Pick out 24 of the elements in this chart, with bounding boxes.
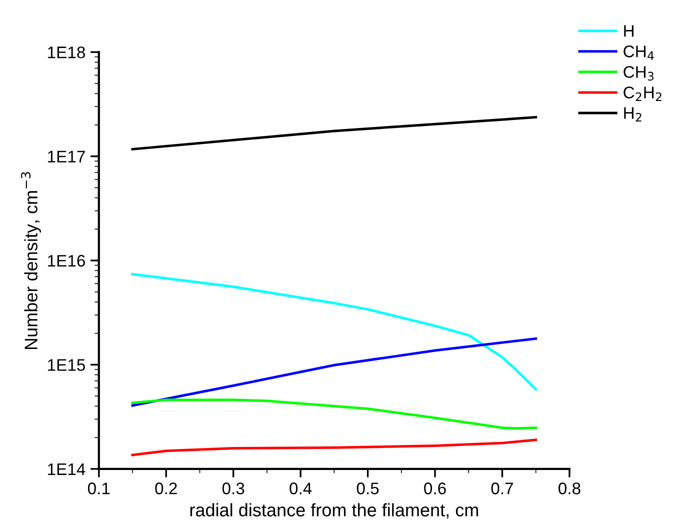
y-axis-title: Number density, cm$^{−3}$ — [20, 172, 42, 350]
x-tick-label: 0.7 — [491, 482, 513, 494]
y-tick-label: 1E17 — [48, 150, 85, 162]
x-tick-label: 0.5 — [356, 482, 379, 494]
legend-label: CH$_{3}$ — [624, 66, 654, 81]
y-tick-label: 1E15 — [48, 359, 85, 371]
x-tick-label: 0.4 — [290, 482, 312, 494]
line-series — [131, 438, 538, 456]
line-series — [131, 398, 538, 430]
x-tick-label: 0.3 — [222, 482, 244, 494]
x-tick-label: 0.8 — [558, 482, 580, 494]
legend-label: CH$_{4}$ — [624, 46, 654, 60]
line-series — [131, 337, 538, 407]
line-series — [131, 272, 538, 391]
legend-label: H — [624, 25, 634, 37]
legend-label: C$_{2}$H$_{2}$ — [624, 86, 662, 101]
x-tick-label: 0.6 — [424, 482, 446, 494]
x-axis-title: radial distance from the filament, cm — [190, 503, 478, 519]
y-tick-label: 1E14 — [48, 463, 86, 475]
y-tick-label: 1E18 — [48, 46, 85, 58]
y-tick-label: 1E16 — [48, 254, 85, 267]
x-tick-label: 0.2 — [155, 482, 177, 494]
legend-label: H$_{2}$ — [624, 107, 642, 122]
x-tick-label: 0.1 — [88, 482, 110, 494]
